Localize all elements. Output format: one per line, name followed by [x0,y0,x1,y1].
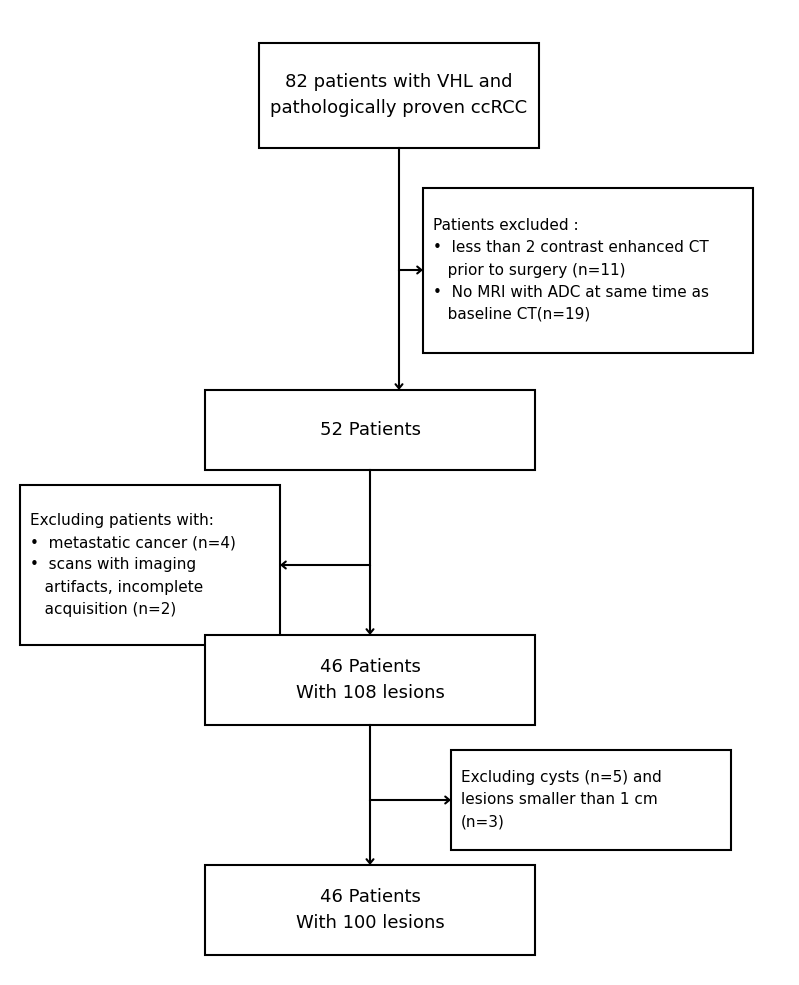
Text: 46 Patients
With 100 lesions: 46 Patients With 100 lesions [296,887,444,932]
Text: Patients excluded :
•  less than 2 contrast enhanced CT
   prior to surgery (n=1: Patients excluded : • less than 2 contra… [433,218,709,322]
Bar [20,485,280,645]
Text: 46 Patients
With 108 lesions: 46 Patients With 108 lesions [296,658,444,702]
Text: 52 Patients: 52 Patients [320,421,420,439]
Text: 82 patients with VHL and
pathologically proven ccRCC: 82 patients with VHL and pathologically … [270,73,527,117]
Bar [259,42,539,148]
Bar [451,750,731,850]
Bar [205,390,535,470]
Bar [205,635,535,725]
Bar [205,865,535,955]
Bar [423,187,753,353]
Text: Excluding patients with:
•  metastatic cancer (n=4)
•  scans with imaging
   art: Excluding patients with: • metastatic ca… [30,513,236,617]
Text: Excluding cysts (n=5) and
lesions smaller than 1 cm
(n=3): Excluding cysts (n=5) and lesions smalle… [461,770,662,829]
